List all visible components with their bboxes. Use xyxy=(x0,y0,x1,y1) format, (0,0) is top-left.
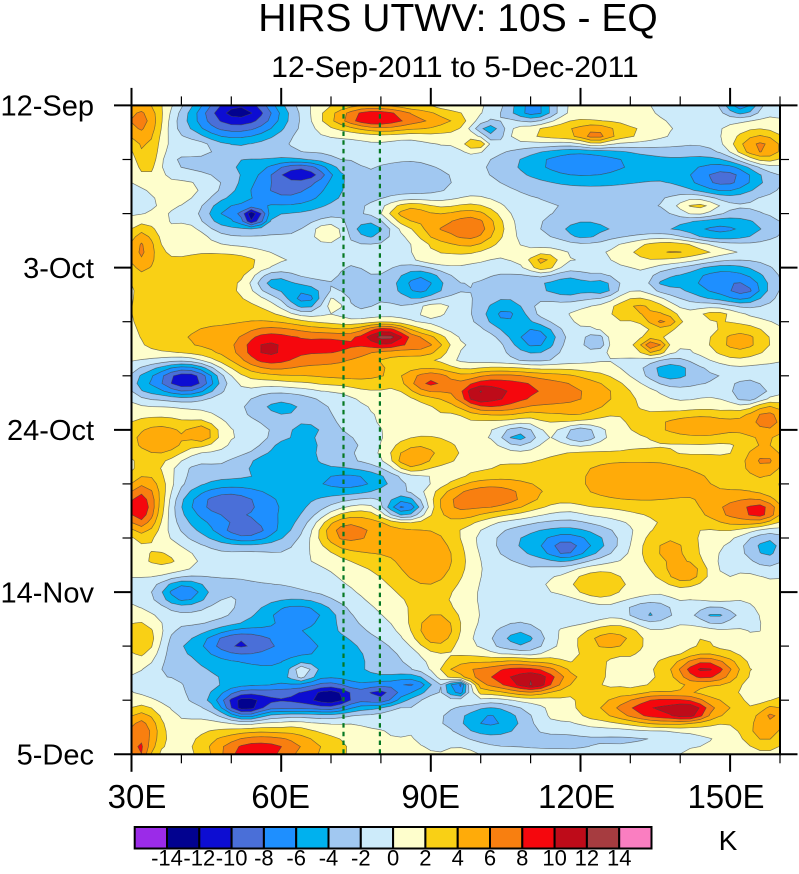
svg-text:10: 10 xyxy=(542,846,566,870)
svg-text:12: 12 xyxy=(575,846,599,870)
svg-text:150E: 150E xyxy=(687,778,764,815)
svg-text:-12: -12 xyxy=(183,846,215,870)
svg-text:-10: -10 xyxy=(216,846,248,870)
svg-text:2: 2 xyxy=(419,846,431,870)
svg-text:60E: 60E xyxy=(251,778,310,815)
svg-text:8: 8 xyxy=(516,846,528,870)
svg-text:14: 14 xyxy=(607,846,631,870)
svg-text:12-Sep-2011 to 5-Dec-2011: 12-Sep-2011 to 5-Dec-2011 xyxy=(271,51,638,84)
svg-text:-2: -2 xyxy=(351,846,371,870)
svg-text:14-Nov: 14-Nov xyxy=(1,577,95,609)
svg-text:3-Oct: 3-Oct xyxy=(23,253,94,285)
svg-text:HIRS UTWV: 10S - EQ: HIRS UTWV: 10S - EQ xyxy=(258,0,657,40)
svg-text:90E: 90E xyxy=(401,778,460,815)
svg-text:120E: 120E xyxy=(538,778,615,815)
svg-text:5-Dec: 5-Dec xyxy=(17,740,94,772)
svg-text:-8: -8 xyxy=(254,846,274,870)
svg-text:-14: -14 xyxy=(151,846,183,870)
svg-text:6: 6 xyxy=(484,846,496,870)
svg-text:12-Sep: 12-Sep xyxy=(0,91,94,123)
svg-text:-4: -4 xyxy=(319,846,339,870)
svg-text:24-Oct: 24-Oct xyxy=(7,415,94,447)
svg-text:4: 4 xyxy=(452,846,464,870)
svg-text:-6: -6 xyxy=(286,846,306,870)
svg-text:0: 0 xyxy=(387,846,399,870)
svg-text:30E: 30E xyxy=(108,778,167,815)
svg-text:K: K xyxy=(719,825,738,856)
